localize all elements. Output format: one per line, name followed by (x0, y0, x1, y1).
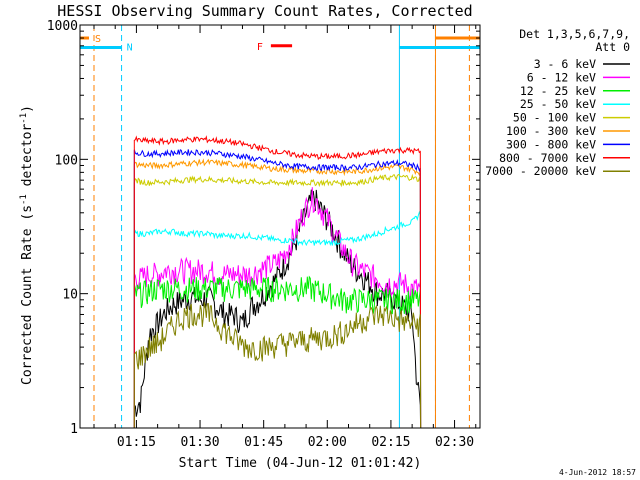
series-line-6 (133, 148, 422, 429)
x-tick-label-1: 01:30 (180, 435, 219, 450)
x-tick-label-5: 02:30 (435, 435, 474, 450)
legend-label-2: 12 - 25 keV (520, 84, 596, 98)
x-axis-label: Start Time (04-Jun-12 01:01:42) (179, 456, 422, 471)
series-line-3 (133, 210, 422, 429)
x-tick-label-2: 01:45 (244, 435, 283, 450)
series-line-8 (133, 302, 422, 429)
series-line-4 (133, 173, 422, 429)
y-axis-label-group: Corrected Count Rate (s-1 detector-1) (19, 105, 35, 385)
y-axis-label: Corrected Count Rate (s-1 detector-1) (19, 105, 35, 385)
y-tick-label-1: 10 (62, 288, 78, 303)
legend-label-3: 25 - 50 keV (520, 97, 596, 111)
axes: 01:15 01:30 01:45 02:00 02:15 02:30 1 10 100 1000 (47, 19, 481, 450)
night-marker-label: N (127, 42, 133, 53)
legend-header-line1: Det 1,3,5,6,7,9, (519, 27, 630, 41)
legend-label-5: 100 - 300 keV (506, 124, 596, 138)
x-tick-label-3: 02:00 (308, 435, 347, 450)
series-line-1 (133, 187, 422, 429)
legend-label-4: 50 - 100 keV (513, 111, 596, 125)
legend-label-1: 6 - 12 keV (527, 70, 596, 84)
y-tick-label-2: 100 (55, 153, 78, 168)
legend-label-6: 300 - 800 keV (506, 137, 596, 151)
chart-title: HESSI Observing Summary Count Rates, Cor… (57, 2, 472, 20)
legend-header-line2: Att 0 (595, 40, 630, 54)
series-line-5 (133, 158, 422, 429)
footer-timestamp: 4-Jun-2012 18:57 (559, 468, 636, 477)
y-tick-label-0: 1 (70, 422, 78, 437)
plot-frame (79, 24, 481, 429)
saa-marker-label: S (95, 34, 101, 45)
x-tick-label-0: 01:15 (117, 435, 156, 450)
y-tick-label-3: 1000 (47, 19, 78, 34)
series-line-0 (133, 189, 422, 429)
legend-label-8: 7000 - 20000 keV (485, 164, 596, 178)
x-tick-label-4: 02:15 (371, 435, 410, 450)
series-line-7 (133, 135, 422, 429)
legend-label-0: 3 - 6 keV (534, 57, 596, 71)
legend-label-7: 800 - 7000 keV (499, 151, 596, 165)
plot-area: SN F (79, 25, 480, 429)
flare-marker-label: F (257, 42, 263, 53)
